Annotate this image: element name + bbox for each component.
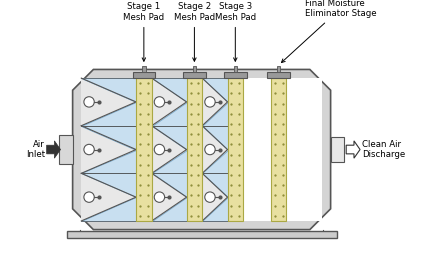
Bar (81, 78, 136, 221)
Circle shape (84, 97, 94, 107)
Bar (136, 78, 152, 221)
Polygon shape (152, 197, 187, 221)
Text: Stage 2
Mesh Pad: Stage 2 Mesh Pad (174, 2, 215, 61)
Polygon shape (81, 197, 136, 221)
Polygon shape (152, 173, 187, 197)
Polygon shape (81, 78, 136, 102)
Polygon shape (202, 102, 227, 126)
Polygon shape (152, 150, 187, 173)
Bar (331, 138, 344, 162)
Bar (142, 66, 146, 72)
Bar (152, 78, 187, 221)
Polygon shape (81, 173, 136, 197)
Bar (243, 78, 271, 221)
Circle shape (154, 97, 165, 107)
Circle shape (84, 144, 94, 155)
Polygon shape (152, 78, 187, 102)
Polygon shape (346, 141, 360, 158)
Bar (277, 66, 280, 72)
Polygon shape (81, 126, 136, 150)
Circle shape (205, 144, 215, 155)
Bar (81, 78, 322, 221)
Circle shape (205, 192, 215, 202)
Bar (67, 231, 337, 238)
Text: Final Moisture
Eliminator Stage: Final Moisture Eliminator Stage (282, 0, 376, 62)
Bar (267, 72, 290, 78)
Circle shape (84, 192, 94, 202)
Bar (233, 66, 237, 72)
Circle shape (205, 97, 215, 107)
Bar (183, 72, 206, 78)
Polygon shape (152, 102, 187, 126)
Polygon shape (81, 150, 136, 173)
Polygon shape (73, 69, 331, 230)
Text: Air
Inlet: Air Inlet (26, 140, 45, 159)
Polygon shape (81, 102, 136, 126)
Polygon shape (152, 126, 187, 150)
Text: Stage 3
Mesh Pad: Stage 3 Mesh Pad (215, 2, 256, 61)
Polygon shape (202, 197, 227, 221)
Bar (59, 135, 73, 164)
Bar (132, 72, 155, 78)
Polygon shape (47, 141, 61, 158)
Polygon shape (202, 78, 227, 102)
Text: Stage 1
Mesh Pad: Stage 1 Mesh Pad (123, 2, 164, 61)
Polygon shape (202, 150, 227, 173)
Text: Clean Air
Discharge: Clean Air Discharge (362, 140, 405, 159)
Polygon shape (202, 173, 227, 197)
Bar (227, 78, 243, 221)
Circle shape (154, 144, 165, 155)
Bar (271, 78, 286, 221)
Bar (224, 72, 246, 78)
Bar (202, 78, 227, 221)
Circle shape (154, 192, 165, 202)
Bar (193, 66, 196, 72)
Bar (187, 78, 202, 221)
Polygon shape (202, 126, 227, 150)
